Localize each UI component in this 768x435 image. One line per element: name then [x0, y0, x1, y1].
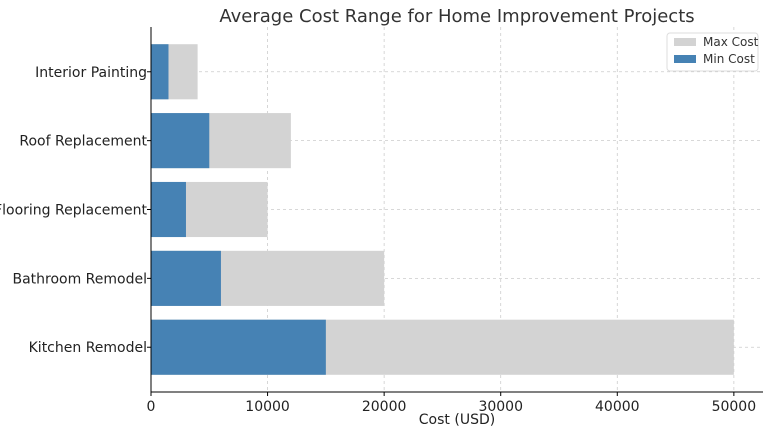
category-label-2: Flooring Replacement	[0, 203, 148, 219]
chart-title: Average Cost Range for Home Improvement …	[219, 6, 694, 27]
x-ticks: 0 10000 20000 30000 40000 50000	[147, 392, 757, 415]
x-tick-label-1: 10000	[245, 399, 290, 415]
x-tick-label-0: 0	[147, 399, 156, 415]
bar-min-3	[151, 113, 210, 169]
x-tick-label-4: 40000	[595, 399, 640, 415]
category-label-1: Bathroom Remodel	[12, 271, 147, 287]
x-tick-label-5: 50000	[712, 399, 757, 415]
category-label-0: Kitchen Remodel	[29, 340, 147, 356]
legend-swatch-max	[674, 38, 696, 46]
category-labels: Kitchen Remodel Bathroom Remodel Flooring …	[0, 65, 151, 356]
legend-label-min: Min Cost	[703, 52, 755, 66]
legend-swatch-min	[674, 55, 696, 63]
bars	[151, 44, 734, 375]
bar-min-1	[151, 250, 221, 306]
bar-min-4	[151, 44, 169, 100]
category-label-4: Interior Painting	[35, 65, 147, 81]
bar-min-0	[151, 319, 326, 375]
category-label-3: Roof Replacement	[19, 134, 147, 150]
x-tick-label-3: 30000	[478, 399, 523, 415]
legend: Max Cost Min Cost	[666, 32, 759, 72]
legend-label-max: Max Cost	[703, 35, 759, 49]
x-axis-label: Cost (USD)	[419, 412, 495, 428]
bar-min-2	[151, 181, 186, 238]
x-tick-label-2: 20000	[362, 399, 407, 415]
